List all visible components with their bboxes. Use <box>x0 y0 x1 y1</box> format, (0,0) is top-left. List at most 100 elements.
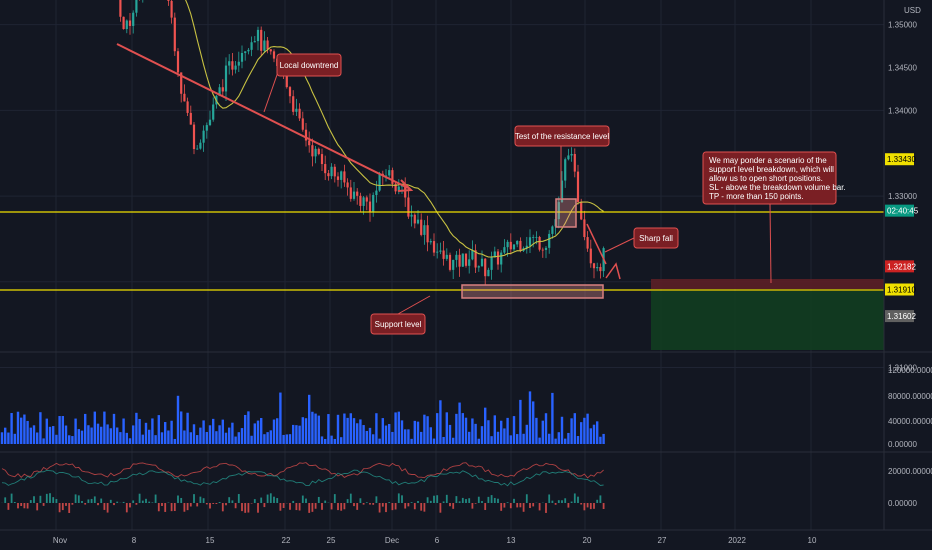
volume-bar <box>397 411 400 444</box>
oscillator-bar <box>263 503 266 508</box>
volume-bar <box>103 411 106 444</box>
volume-bar <box>61 416 64 444</box>
volume-bar <box>279 392 282 444</box>
candle <box>122 16 125 30</box>
oscillator-bar <box>109 499 112 503</box>
candle <box>128 13 132 35</box>
time-axis[interactable]: Nov 8 15 22 25 Dec 6 13 20 27 2022 10 <box>53 536 817 545</box>
volume-bar <box>487 420 490 444</box>
oscillator-bar <box>564 498 567 503</box>
volume-bar <box>285 434 288 444</box>
oscillator-bar <box>525 494 528 503</box>
oscillator-bar <box>10 493 13 503</box>
volume-bar <box>135 412 138 444</box>
candle <box>525 236 528 254</box>
oscillator-bar <box>253 499 256 503</box>
volume-bar <box>420 431 423 444</box>
oscillator-bar <box>381 503 384 507</box>
volume-tick-label: 120000.00000 <box>888 366 932 375</box>
candle <box>544 245 548 259</box>
oscillator-bar <box>538 503 541 511</box>
annotation-sharp-fall[interactable]: Sharp fall <box>604 227 679 253</box>
candle <box>548 230 551 254</box>
annotation-scenario[interactable]: We may ponder a scenario of the support l… <box>702 151 846 284</box>
oscillator-tick-label: 20000.00000 <box>888 467 932 476</box>
oscillator-bar <box>493 497 496 503</box>
candle <box>391 167 394 188</box>
candle <box>528 229 532 254</box>
price-axis[interactable]: 1.310001.330001.340001.345001.350001.355… <box>888 0 917 373</box>
oscillator-bar <box>221 503 224 512</box>
volume-bar <box>461 413 464 444</box>
candle <box>263 31 266 54</box>
oscillator-bar <box>205 503 208 505</box>
volume-tick-label: 0.00000 <box>888 440 917 449</box>
volume-bar <box>90 427 93 444</box>
annotation-local-downtrend[interactable]: Local downtrend <box>263 53 342 113</box>
volume-bar <box>295 425 298 444</box>
annotation-support-level[interactable]: Support level <box>370 295 431 335</box>
volume-bar <box>128 438 132 444</box>
volume-bar <box>544 413 548 444</box>
volume-bar <box>288 434 292 444</box>
candle <box>394 181 397 195</box>
oscillator-bar <box>474 503 477 504</box>
candle <box>455 251 458 268</box>
candle <box>298 103 301 121</box>
candle <box>266 36 269 54</box>
svg-text:1.32182: 1.32182 <box>887 262 916 271</box>
volume-bar <box>0 432 4 444</box>
svg-text:1.31910: 1.31910 <box>887 286 916 295</box>
volume-bar <box>116 427 119 444</box>
annotation-resistance-test[interactable]: Test of the resistance level <box>514 125 610 199</box>
oscillator-bar <box>506 502 509 503</box>
volume-bar <box>247 411 250 444</box>
volume-bar <box>16 411 20 444</box>
volume-bar <box>186 412 189 444</box>
candle <box>176 48 180 77</box>
oscillator-bar <box>212 503 215 504</box>
oscillator-bar <box>74 494 77 503</box>
candle <box>388 165 391 178</box>
candle <box>199 139 202 150</box>
volume-bar <box>250 435 253 444</box>
volume-bar <box>324 438 327 444</box>
volume-bar <box>4 427 7 444</box>
oscillator-bar <box>404 503 407 509</box>
oscillator-bar <box>157 503 160 512</box>
volume-bar <box>189 432 192 444</box>
volume-bar <box>231 422 234 444</box>
candle <box>532 234 535 248</box>
volume-bar <box>573 413 576 444</box>
volume-bar <box>96 423 100 444</box>
candle <box>189 105 192 125</box>
volume-bar <box>199 427 202 444</box>
volume-bar <box>512 416 516 444</box>
candle <box>170 0 173 24</box>
volume-bar <box>260 418 263 444</box>
volume-bar <box>525 424 528 444</box>
oscillator-bar <box>180 497 183 503</box>
candle <box>583 210 586 241</box>
oscillator-line-a <box>1 462 604 479</box>
volume-bar <box>13 433 16 444</box>
oscillator-bar <box>423 503 426 512</box>
volume-bar <box>196 435 199 444</box>
volume-bar <box>554 438 557 444</box>
oscillator-bar <box>189 503 192 507</box>
oscillator-bar <box>81 500 83 503</box>
oscillator-bar <box>273 496 275 503</box>
oscillator-bar <box>301 495 304 503</box>
volume-bar <box>560 416 564 444</box>
volume-bar <box>29 427 32 444</box>
volume-bar <box>39 412 42 444</box>
oscillator-bar <box>68 503 71 513</box>
oscillator-bar <box>401 495 403 503</box>
resistance-test-box <box>555 198 577 228</box>
price-badge: 1.31602 <box>885 310 916 323</box>
candle <box>464 253 468 268</box>
candle <box>551 225 554 239</box>
volume-bar <box>493 415 496 444</box>
candle <box>356 188 359 205</box>
